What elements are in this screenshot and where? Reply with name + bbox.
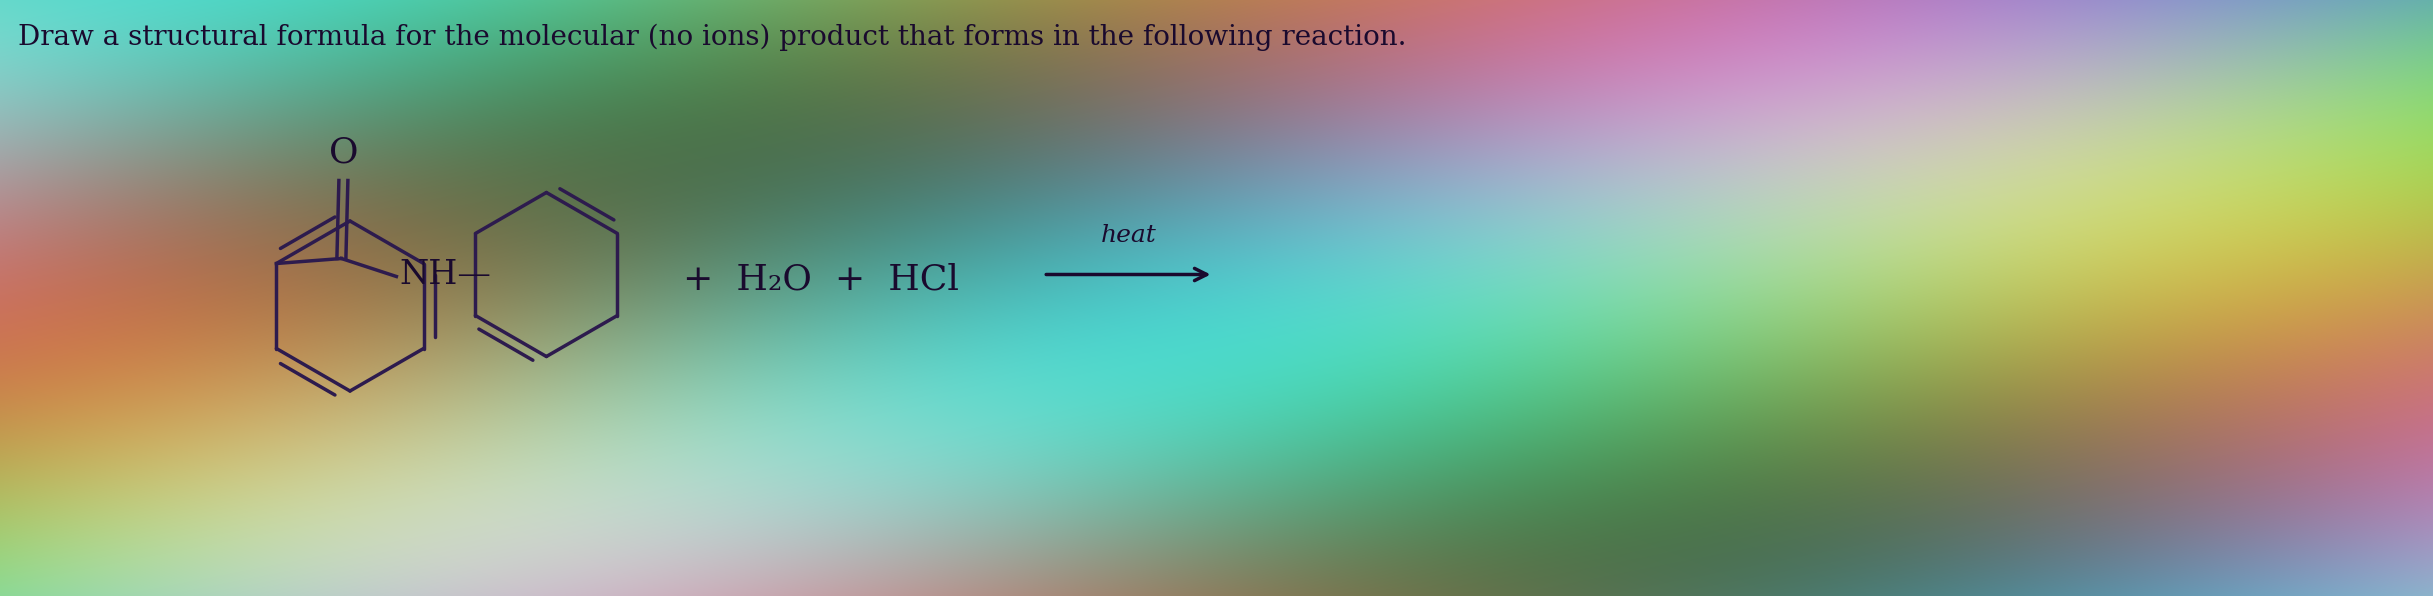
Text: +  H₂O  +  HCl: + H₂O + HCl — [684, 262, 959, 296]
Text: Draw a structural formula for the molecular (no ions) product that forms in the : Draw a structural formula for the molecu… — [17, 24, 1406, 51]
Text: heat: heat — [1100, 224, 1156, 247]
Text: NH—: NH— — [399, 259, 491, 290]
Text: O: O — [328, 135, 358, 169]
